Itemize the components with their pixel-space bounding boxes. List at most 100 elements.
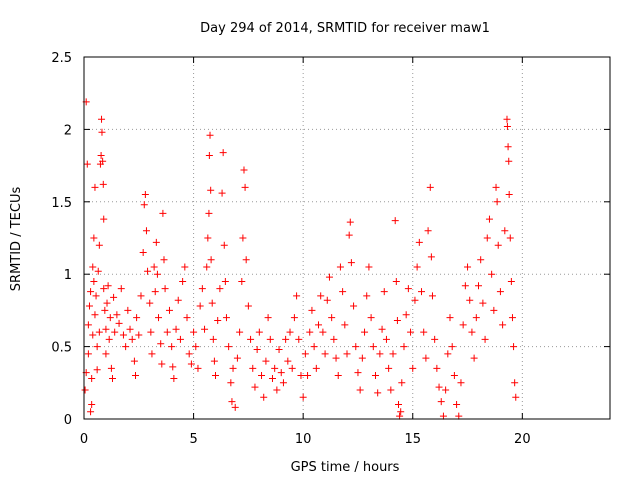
y-tick-label: 1 (64, 268, 72, 283)
data-point (214, 317, 222, 325)
data-point (198, 285, 206, 293)
data-point (108, 374, 116, 382)
data-point (439, 412, 447, 420)
data-point (483, 234, 491, 242)
x-tick-label: 0 (80, 432, 88, 447)
data-point (397, 408, 405, 416)
data-point (407, 328, 415, 336)
data-point (387, 386, 395, 394)
data-point (155, 314, 163, 322)
data-point (358, 354, 366, 362)
data-point (380, 288, 388, 296)
data-point (97, 151, 105, 159)
data-point (395, 401, 403, 409)
data-point (212, 372, 219, 380)
data-point (433, 364, 441, 372)
data-point (247, 335, 255, 343)
data-point (317, 292, 325, 300)
data-point (179, 277, 187, 285)
data-point (346, 218, 354, 226)
data-point (363, 292, 371, 300)
data-point (128, 335, 136, 343)
data-point (209, 335, 217, 343)
data-point (367, 314, 375, 322)
data-point (240, 166, 248, 174)
data-point (176, 335, 184, 343)
data-point (227, 379, 235, 387)
data-point (115, 319, 123, 327)
data-point (249, 364, 257, 372)
data-point (321, 350, 329, 358)
data-point (229, 364, 237, 372)
data-point (260, 393, 268, 401)
data-point (431, 335, 439, 343)
data-point (332, 354, 340, 362)
data-point (306, 328, 314, 336)
data-point (102, 350, 110, 358)
data-point (328, 314, 336, 322)
data-point (225, 343, 233, 351)
data-point (207, 256, 215, 264)
data-point (354, 369, 362, 377)
data-point (208, 299, 216, 307)
data-point (264, 314, 272, 322)
data-point (481, 335, 489, 343)
data-point (85, 302, 93, 310)
data-point (81, 386, 89, 394)
data-point (505, 157, 513, 165)
data-point (205, 151, 213, 159)
data-point (295, 335, 303, 343)
data-point (271, 364, 279, 372)
data-point (507, 277, 515, 285)
data-point (196, 302, 204, 310)
data-point (258, 372, 266, 380)
data-point (117, 285, 125, 293)
data-point (233, 354, 241, 362)
data-point (203, 263, 211, 271)
data-point (472, 314, 480, 322)
data-point (334, 372, 342, 380)
data-point (91, 183, 99, 191)
data-point (150, 263, 158, 271)
data-point (111, 328, 119, 336)
data-point (239, 234, 247, 242)
x-tick-label: 10 (295, 432, 312, 447)
data-point (466, 296, 474, 304)
data-point (106, 314, 114, 322)
data-point (158, 360, 166, 368)
data-point (100, 285, 108, 293)
data-point (415, 238, 423, 246)
data-point (450, 372, 458, 380)
data-point (148, 350, 156, 358)
data-point (389, 350, 397, 358)
data-point (170, 374, 178, 382)
data-point (157, 340, 165, 348)
data-point (90, 277, 98, 285)
data-point (244, 302, 252, 310)
data-point (492, 183, 500, 191)
data-point (140, 201, 148, 209)
data-point (369, 343, 377, 351)
data-point (93, 343, 101, 351)
data-point (501, 227, 509, 235)
data-point (409, 364, 417, 372)
data-point (152, 238, 160, 246)
data-point (374, 389, 382, 397)
data-point (424, 227, 432, 235)
data-point (398, 379, 406, 387)
data-point (448, 343, 456, 351)
data-point (504, 143, 512, 151)
data-point (126, 325, 134, 333)
data-point (503, 123, 511, 131)
data-point (92, 292, 100, 300)
data-point (457, 379, 465, 387)
data-point (446, 314, 454, 322)
data-point (279, 379, 287, 387)
plot-frame (83, 56, 611, 420)
data-point (93, 366, 101, 374)
data-point (343, 350, 351, 358)
data-point (98, 128, 106, 136)
data-point (102, 325, 110, 333)
data-point (286, 328, 294, 336)
